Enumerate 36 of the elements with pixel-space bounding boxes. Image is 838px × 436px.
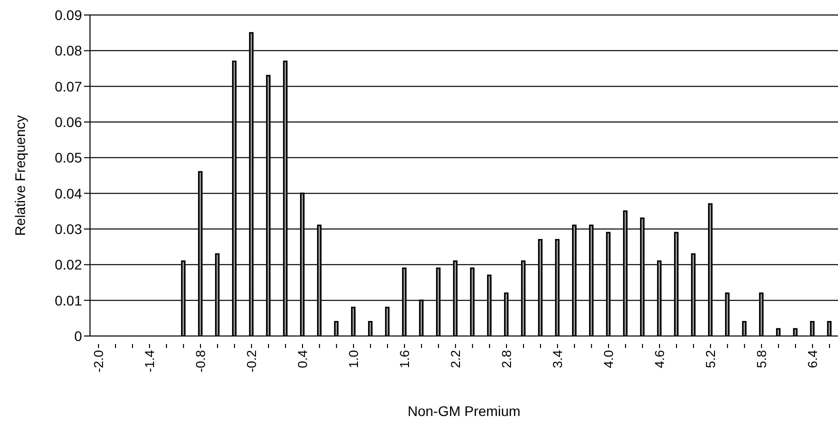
x-tick-label: -2.0	[91, 350, 106, 372]
bar	[827, 320, 832, 336]
x-tick-label: 4.0	[601, 350, 616, 368]
x-tick-label: 2.8	[499, 350, 514, 368]
x-tick-label: 0.4	[295, 350, 310, 368]
y-axis-title: Relative Frequency	[12, 115, 28, 236]
x-tick-label: 5.8	[754, 350, 770, 368]
y-tick-label: 0.08	[54, 42, 82, 59]
y-tick-label: 0	[74, 328, 82, 344]
y-tick-label: 0.05	[54, 150, 82, 166]
x-axis-title: Non-GM Premium	[408, 403, 520, 419]
x-tick-label: 1.6	[397, 350, 412, 368]
x-tick-label: 2.2	[448, 350, 464, 368]
bar	[368, 320, 373, 336]
bar	[810, 320, 815, 336]
bar	[776, 328, 781, 336]
x-tick-label: 1.0	[346, 350, 362, 368]
x-tick-label: -0.2	[244, 350, 260, 372]
y-tick-label: 0.03	[54, 220, 82, 237]
x-tick-label: 3.4	[550, 350, 566, 368]
y-tick-label: 0.07	[54, 78, 82, 94]
y-tick-label: 0.04	[54, 185, 82, 202]
y-tick-label: 0.09	[54, 6, 82, 23]
x-tick-label: 4.6	[652, 350, 668, 368]
y-tick-label: 0.01	[54, 292, 82, 308]
y-tick-label: 0.06	[54, 114, 82, 130]
bar	[793, 328, 798, 336]
x-tick-label: -0.8	[193, 350, 208, 372]
x-tick-label: 5.2	[703, 350, 718, 368]
x-tick-label: -1.4	[142, 350, 158, 372]
bar	[334, 320, 339, 336]
bar	[385, 306, 390, 336]
x-tick-label: 6.4	[805, 350, 820, 368]
y-tick-label: 0.02	[54, 256, 82, 273]
bar	[351, 306, 356, 336]
bar	[742, 320, 747, 336]
